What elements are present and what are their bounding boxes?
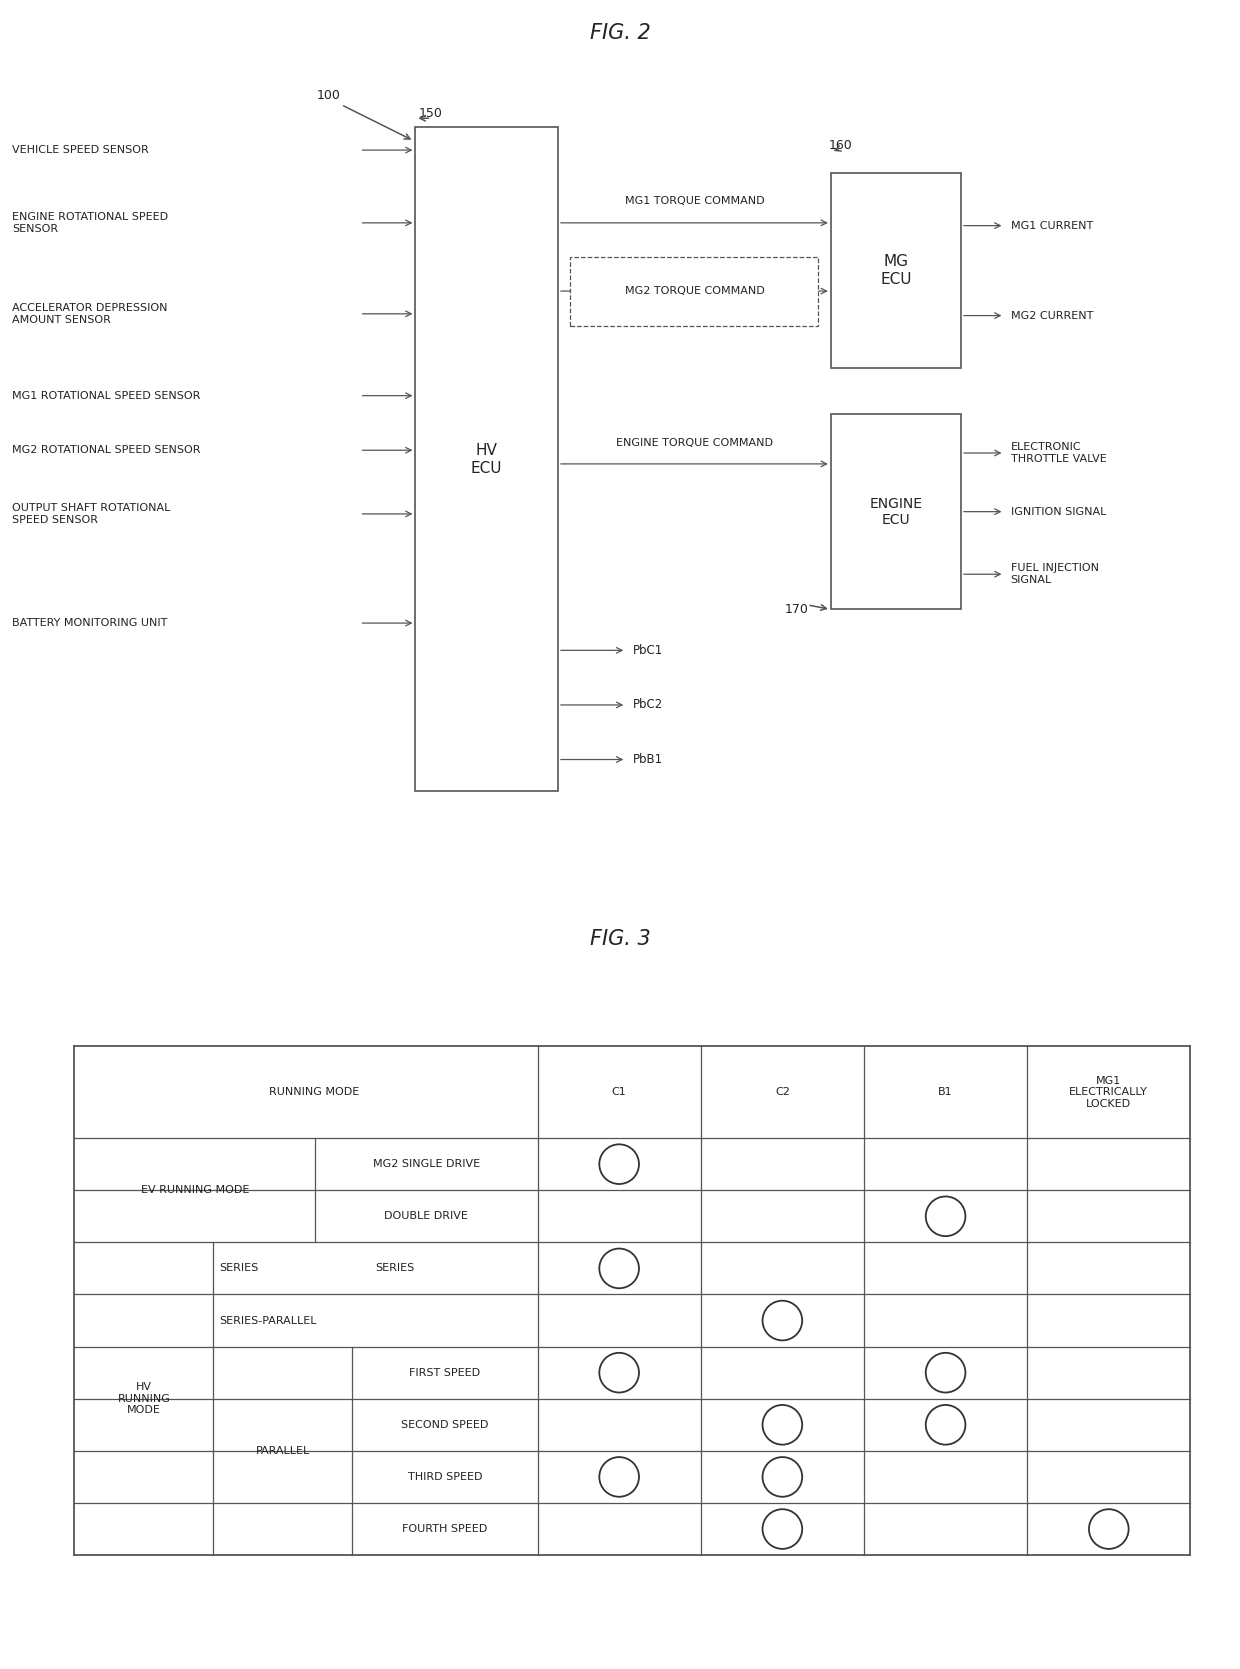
Text: MG2 SINGLE DRIVE: MG2 SINGLE DRIVE: [373, 1160, 480, 1170]
Text: PbC2: PbC2: [632, 698, 662, 711]
Text: MG2 ROTATIONAL SPEED SENSOR: MG2 ROTATIONAL SPEED SENSOR: [12, 446, 201, 456]
Bar: [831, 174, 961, 369]
Text: OUTPUT SHAFT ROTATIONAL
SPEED SENSOR: OUTPUT SHAFT ROTATIONAL SPEED SENSOR: [12, 502, 171, 524]
Text: SERIES: SERIES: [219, 1263, 259, 1273]
Text: BATTERY MONITORING UNIT: BATTERY MONITORING UNIT: [12, 618, 167, 628]
Text: HV
ECU: HV ECU: [471, 444, 502, 476]
Bar: [570, 257, 818, 325]
Text: MG1
ELECTRICALLY
LOCKED: MG1 ELECTRICALLY LOCKED: [1069, 1075, 1148, 1108]
Text: SERIES: SERIES: [376, 1263, 414, 1273]
Text: ENGINE ROTATIONAL SPEED
SENSOR: ENGINE ROTATIONAL SPEED SENSOR: [12, 212, 169, 234]
Text: MG1 ROTATIONAL SPEED SENSOR: MG1 ROTATIONAL SPEED SENSOR: [12, 391, 201, 401]
Text: MG1 TORQUE COMMAND: MG1 TORQUE COMMAND: [625, 197, 764, 207]
Text: 160: 160: [828, 139, 852, 152]
Bar: [415, 127, 558, 791]
Text: THIRD SPEED: THIRD SPEED: [408, 1472, 482, 1482]
Text: B1: B1: [939, 1087, 952, 1097]
Text: VEHICLE SPEED SENSOR: VEHICLE SPEED SENSOR: [12, 145, 149, 155]
Text: FIG. 3: FIG. 3: [590, 928, 650, 948]
Text: FIRST SPEED: FIRST SPEED: [409, 1367, 480, 1377]
Text: MG2 TORQUE COMMAND: MG2 TORQUE COMMAND: [625, 285, 764, 295]
Text: ENGINE TORQUE COMMAND: ENGINE TORQUE COMMAND: [616, 437, 773, 447]
Text: EV RUNNING MODE: EV RUNNING MODE: [140, 1185, 249, 1195]
Text: 170: 170: [785, 603, 808, 616]
Text: FOURTH SPEED: FOURTH SPEED: [402, 1524, 487, 1534]
Text: PbB1: PbB1: [632, 753, 662, 766]
Bar: [831, 414, 961, 609]
Text: MG2 CURRENT: MG2 CURRENT: [1011, 310, 1092, 320]
Text: MG
ECU: MG ECU: [880, 254, 911, 287]
Text: SECOND SPEED: SECOND SPEED: [402, 1420, 489, 1430]
Text: SERIES-PARALLEL: SERIES-PARALLEL: [219, 1315, 317, 1325]
Text: PARALLEL: PARALLEL: [255, 1445, 310, 1455]
Text: C2: C2: [775, 1087, 790, 1097]
Text: 100: 100: [316, 88, 340, 102]
Text: IGNITION SIGNAL: IGNITION SIGNAL: [1011, 507, 1106, 517]
Text: ELECTRONIC
THROTTLE VALVE: ELECTRONIC THROTTLE VALVE: [1011, 442, 1106, 464]
Text: HV
RUNNING
MODE: HV RUNNING MODE: [118, 1382, 170, 1415]
Text: C1: C1: [611, 1087, 626, 1097]
Text: FUEL INJECTION
SIGNAL: FUEL INJECTION SIGNAL: [1011, 564, 1099, 586]
Text: MG1 CURRENT: MG1 CURRENT: [1011, 220, 1092, 230]
Text: PbC1: PbC1: [632, 644, 662, 658]
Text: FIG. 2: FIG. 2: [590, 23, 650, 43]
Text: ACCELERATOR DEPRESSION
AMOUNT SENSOR: ACCELERATOR DEPRESSION AMOUNT SENSOR: [12, 304, 167, 324]
Text: DOUBLE DRIVE: DOUBLE DRIVE: [384, 1212, 469, 1222]
Text: 150: 150: [419, 107, 443, 120]
Text: RUNNING MODE: RUNNING MODE: [269, 1087, 360, 1097]
Text: ENGINE
ECU: ENGINE ECU: [869, 497, 923, 527]
